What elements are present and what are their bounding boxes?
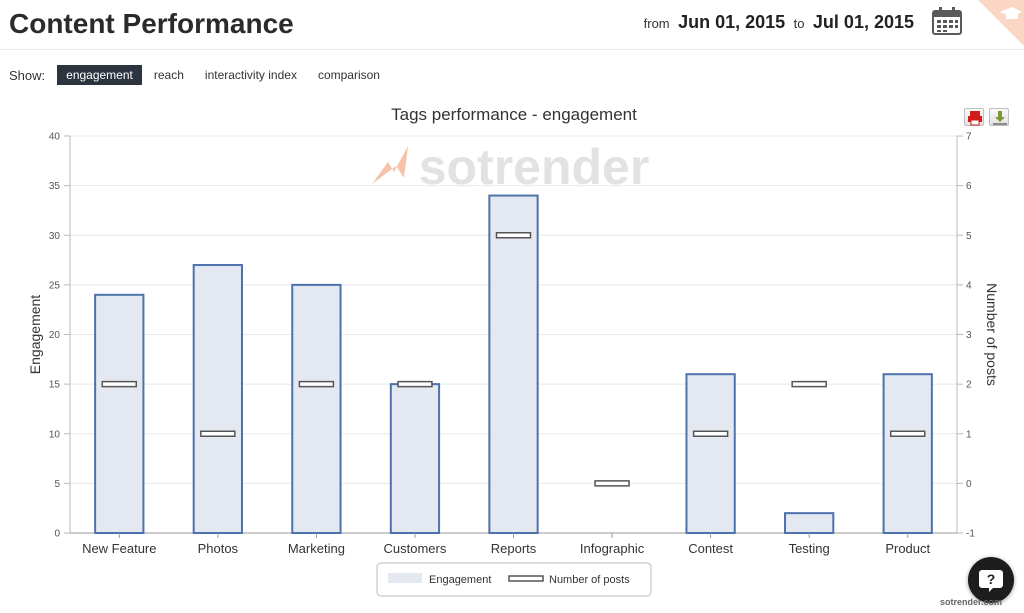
x-tick-label: Contest — [688, 541, 733, 556]
y-tick-label: 35 — [49, 181, 61, 192]
download-icon — [993, 111, 1007, 125]
graduation-cap-icon[interactable] — [978, 0, 1024, 46]
x-tick-label: Infographic — [580, 541, 645, 556]
bar — [291, 283, 342, 534]
show-option-engagement[interactable]: engagement — [57, 65, 142, 85]
y2-tick-label: 5 — [966, 231, 972, 242]
y2-tick-label: 4 — [966, 280, 972, 291]
y-tick-label: 40 — [49, 132, 61, 143]
bar — [882, 373, 933, 535]
bar — [685, 373, 736, 535]
y2-tick-label: 7 — [966, 132, 972, 143]
posts-marker — [397, 380, 433, 388]
y-tick-label: 10 — [49, 429, 61, 440]
y2-tick-label: 6 — [966, 181, 972, 192]
print-button[interactable] — [964, 108, 984, 126]
y-tick-label: 0 — [54, 529, 60, 540]
x-tick-label: Testing — [789, 541, 830, 556]
y2-tick-label: 3 — [966, 330, 972, 341]
bar — [94, 293, 145, 534]
x-tick-label: Photos — [198, 541, 239, 556]
to-date[interactable]: Jul 01, 2015 — [812, 12, 914, 32]
from-label: from — [643, 16, 670, 31]
y-tick-label: 30 — [49, 231, 61, 242]
show-option-comparison[interactable]: comparison — [317, 68, 380, 82]
y-axis-title: Engagement — [27, 295, 43, 375]
show-option-interactivity-index[interactable]: interactivity index — [204, 68, 297, 82]
watermark-icon — [372, 146, 408, 184]
legend-label-posts: Number of posts — [549, 574, 630, 586]
y2-axis-title: Number of posts — [984, 283, 1000, 386]
x-tick-label: Marketing — [288, 541, 345, 556]
date-range: from Jun 01, 2015 to Jul 01, 2015 — [644, 12, 918, 33]
posts-marker — [692, 430, 729, 437]
legend-swatch-posts — [508, 575, 544, 582]
chat-help-icon: ? — [979, 570, 1003, 592]
posts-marker — [791, 380, 827, 388]
y-tick-label: 20 — [49, 330, 61, 341]
calendar-icon[interactable] — [932, 7, 962, 35]
x-tick-label: Reports — [491, 541, 537, 556]
chart-container: sotrender 0 5 10 15 20 25 30 35 40 -1 0 1 2 3 4 5 6 7 New F… — [0, 96, 1024, 613]
watermark-text: sotrender — [419, 139, 650, 195]
credit-text: sotrender.com — [940, 597, 1003, 607]
y2-tick-label: 0 — [966, 479, 972, 490]
help-button[interactable]: ? — [968, 557, 1014, 603]
chart: sotrender 0 5 10 15 20 25 30 35 40 -1 0 1 2 3 4 5 6 7 New F… — [27, 105, 1000, 597]
download-button[interactable] — [989, 108, 1009, 126]
posts-marker — [101, 380, 138, 388]
posts-marker — [594, 480, 630, 487]
y2-tick-label: 2 — [966, 380, 972, 391]
page-title: Content Performance — [9, 8, 294, 39]
to-label: to — [793, 16, 805, 31]
legend-label-engagement: Engagement — [429, 574, 491, 586]
y2-tick-label: -1 — [966, 529, 975, 540]
print-icon — [968, 111, 982, 126]
show-label: Show: — [9, 67, 46, 83]
legend-swatch-engagement — [388, 573, 422, 583]
show-bar: Show: engagement reach interactivity ind… — [9, 65, 392, 85]
show-option-reach[interactable]: reach — [153, 68, 184, 82]
x-tick-label: Product — [885, 541, 930, 556]
y-tick-label: 15 — [49, 380, 61, 391]
bar — [389, 383, 441, 534]
header: Content Performance from Jun 01, 2015 to… — [0, 0, 1024, 50]
posts-marker — [298, 380, 335, 388]
bar — [784, 512, 835, 534]
y-tick-label: 25 — [49, 280, 61, 291]
posts-marker — [495, 232, 532, 239]
y-tick-label: 5 — [54, 479, 60, 490]
y2-tick-label: 1 — [966, 429, 972, 440]
help-label: ? — [987, 571, 996, 587]
bar — [192, 264, 243, 534]
posts-marker — [889, 430, 926, 437]
chart-title: Tags performance - engagement — [391, 105, 637, 124]
x-tick-label: New Feature — [82, 541, 156, 556]
posts-marker — [200, 430, 236, 437]
x-tick-label: Customers — [384, 541, 447, 556]
bar — [488, 194, 539, 535]
from-date[interactable]: Jun 01, 2015 — [678, 12, 786, 32]
